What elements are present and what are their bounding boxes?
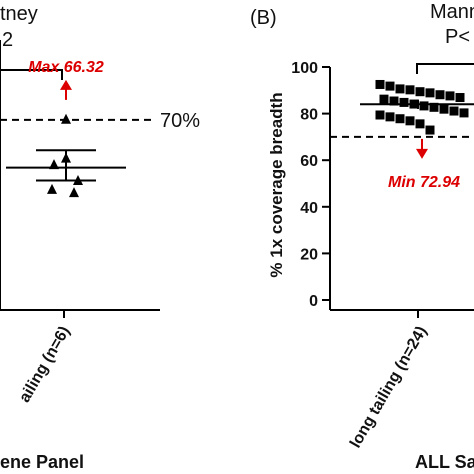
panel-a-data-point [61, 113, 71, 124]
panel-b-data-point [455, 93, 465, 103]
panel-b-data-point [419, 101, 429, 111]
panel-b-data-point [415, 119, 425, 129]
panel-a-data-point [47, 183, 57, 194]
panel-b-y-tick-label: 0 [309, 293, 318, 310]
panel-a: tney 2 70% Max 66.32 ailing (n=6) ene Pa… [0, 3, 200, 472]
panel-b-data-point [375, 110, 385, 120]
panel-b: (B) Mann P< % 1x coverage breadth 0 20 40 6… [250, 1, 474, 472]
panel-b-data-point [395, 114, 405, 124]
panel-b-data-point [389, 96, 399, 106]
panel-b-points [375, 79, 469, 135]
panel-a-up-arrow [60, 79, 72, 100]
panel-b-label: (B) [250, 7, 277, 29]
panel-b-down-arrow [416, 138, 428, 159]
panel-b-mean-sem [360, 99, 474, 109]
panel-a-data-point [69, 187, 79, 198]
panel-b-arrow-head [416, 148, 428, 159]
panel-b-y-tick-label: 80 [300, 107, 318, 124]
panel-a-x-category-label: ailing (n=6) [16, 324, 73, 406]
panel-a-points [47, 113, 83, 198]
panel-b-y-ticks: 0 20 40 60 80 100 [291, 60, 330, 310]
panel-b-footer: ALL Sa [415, 452, 474, 472]
panel-b-data-point [405, 116, 415, 126]
panel-b-data-point [395, 84, 405, 94]
panel-b-y-tick-label: 20 [300, 246, 318, 263]
panel-b-data-point [429, 102, 439, 112]
panel-b-data-point [439, 104, 449, 114]
panel-b-y-tick-label: 100 [291, 60, 318, 77]
panel-a-mean-sem [6, 149, 126, 182]
panel-b-data-point [415, 87, 425, 97]
panel-b-significance-bracket [416, 63, 474, 74]
panel-a-threshold-label: 70% [160, 110, 200, 132]
panel-b-data-point [435, 90, 445, 100]
panel-a-arrow-head [60, 79, 72, 90]
panel-b-header-line2: P< [445, 26, 470, 48]
panel-b-min-annotation: Min 72.94 [388, 174, 460, 191]
panel-b-y-tick-label: 40 [300, 200, 318, 217]
panel-b-data-point [449, 106, 459, 116]
panel-b-x-category-label: long tailing (n=24) [347, 324, 430, 451]
panel-b-header-line1: Mann [430, 1, 474, 23]
panel-b-data-point [385, 112, 395, 122]
panel-a-footer: ene Panel [0, 452, 84, 472]
panel-b-data-point [405, 85, 415, 95]
panel-b-data-point [375, 79, 385, 89]
panel-a-header-line1: tney [0, 3, 38, 25]
panel-b-data-point [445, 91, 455, 101]
panel-b-data-point [425, 88, 435, 98]
panel-b-y-tick-label: 60 [300, 153, 318, 170]
panel-b-data-point [425, 125, 435, 135]
panel-b-data-point [385, 81, 395, 91]
panel-b-y-axis-title: % 1x coverage breadth [267, 92, 286, 277]
panel-b-data-point [459, 108, 469, 118]
panel-a-header-line2: 2 [2, 29, 13, 51]
panel-b-data-point [399, 97, 409, 107]
panel-b-data-point [379, 94, 389, 104]
panel-a-max-annotation: Max 66.32 [28, 59, 104, 76]
panel-a-significance-bracket [0, 69, 63, 80]
